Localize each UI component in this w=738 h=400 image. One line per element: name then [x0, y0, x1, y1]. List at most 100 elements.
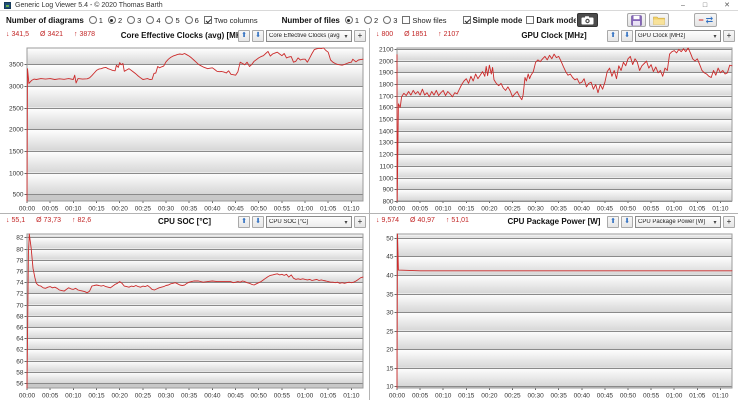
svg-text:00:10: 00:10	[435, 206, 452, 213]
signal-down-button[interactable]: ⬇	[252, 216, 264, 228]
max-arrow-icon: ↑	[438, 31, 442, 38]
svg-text:00:40: 00:40	[204, 206, 221, 213]
signal-select[interactable]: CPU SOC [°C] ▾	[266, 216, 352, 228]
svg-text:1000: 1000	[9, 171, 24, 178]
radio-selected-icon	[344, 16, 353, 24]
svg-text:01:10: 01:10	[343, 206, 360, 213]
svg-text:3000: 3000	[9, 84, 24, 91]
signal-down-button[interactable]: ⬇	[621, 30, 633, 42]
diagrams-radio-5[interactable]: 5	[165, 16, 180, 25]
radio-icon	[364, 16, 373, 24]
arrow-down-icon: ⬇	[624, 32, 630, 39]
svg-text:01:10: 01:10	[343, 393, 360, 400]
radio-icon	[383, 16, 392, 24]
folder-icon	[653, 16, 666, 25]
panel-header: ↓ 341,5 Ø 3421 ↑ 3878 Core Effective Clocks…	[0, 28, 369, 45]
svg-text:00:50: 00:50	[620, 206, 637, 213]
signal-up-button[interactable]: ⬆	[607, 216, 619, 228]
chart-plot-area[interactable]: 82 80 78 76 74 72 70 68 66 64 62 60 58 56 00:00 00:05 00…	[0, 231, 369, 400]
chart-plot-area[interactable]: 50 45 40 35 30 25 20 15 10 00:00 00:05 00:10 00:15 00…	[370, 231, 738, 400]
open-folder-button[interactable]	[649, 13, 670, 27]
caret-down-icon: ▾	[344, 219, 348, 226]
app-icon	[4, 1, 11, 9]
diagrams-radio-6[interactable]: 6	[184, 16, 199, 25]
radio-icon	[165, 16, 174, 24]
arrow-up-icon: ⬆	[241, 32, 247, 39]
svg-text:66: 66	[16, 325, 24, 332]
add-signal-button[interactable]: +	[723, 30, 735, 42]
svg-text:01:05: 01:05	[689, 393, 706, 400]
radio-icon	[127, 16, 136, 24]
svg-text:00:25: 00:25	[504, 206, 521, 213]
files-radio-3[interactable]: 3	[383, 16, 397, 25]
chart-panel-gpu-clock: ↓ 800 Ø 1851 ↑ 2107 GPU Clock [MHz] ⬆ ⬇ GPU…	[370, 28, 738, 213]
checkbox-checked-icon	[203, 16, 212, 24]
stat-max-value: 3878	[79, 31, 96, 38]
max-arrow-icon: ↑	[72, 217, 76, 224]
stat-min-value: 341,5	[11, 31, 30, 38]
save-button[interactable]	[627, 13, 647, 27]
svg-text:00:55: 00:55	[274, 393, 291, 400]
chart-stats: ↓ 800 Ø 1851 ↑ 2107	[376, 31, 468, 38]
diagrams-radio-4[interactable]: 4	[146, 16, 160, 25]
close-button[interactable]: ✕	[724, 1, 730, 9]
reset-zoom-button[interactable]: − ⇄	[694, 13, 718, 27]
svg-text:35: 35	[386, 292, 394, 299]
plus-icon: +	[357, 31, 363, 40]
stat-max-value: 82,6	[77, 217, 92, 224]
signal-up-button[interactable]: ⬆	[607, 30, 619, 42]
diagrams-radio-1[interactable]: 1	[88, 16, 103, 25]
signal-select[interactable]: CPU Package Power [W] ▾	[635, 216, 721, 228]
svg-text:78: 78	[16, 258, 24, 265]
dark-mode-checkbox[interactable]: Dark mode	[526, 16, 576, 25]
svg-text:1700: 1700	[379, 94, 394, 101]
signal-select[interactable]: GPU Clock [MHz] ▾	[635, 30, 721, 42]
show-files-checkbox[interactable]: Show files	[402, 16, 447, 25]
svg-text:1000: 1000	[379, 176, 394, 183]
plus-icon: +	[726, 217, 732, 226]
signal-select[interactable]: Core Effective Clocks (avg ▾	[266, 30, 352, 42]
svg-text:00:35: 00:35	[181, 393, 198, 400]
svg-text:00:55: 00:55	[274, 206, 291, 213]
diagrams-radio-2[interactable]: 2	[107, 16, 122, 25]
svg-text:82: 82	[16, 235, 24, 242]
red-minus-icon: −	[698, 15, 704, 25]
svg-text:1100: 1100	[380, 164, 394, 171]
svg-text:76: 76	[16, 269, 24, 276]
svg-text:60: 60	[16, 359, 24, 366]
svg-text:3500: 3500	[9, 62, 24, 69]
signal-down-button[interactable]: ⬇	[621, 216, 633, 228]
svg-text:00:50: 00:50	[251, 393, 268, 400]
number-of-diagrams-label: Number of diagrams	[6, 15, 84, 25]
svg-text:72: 72	[16, 291, 24, 298]
svg-text:58: 58	[16, 370, 24, 377]
signal-up-button[interactable]: ⬆	[238, 216, 250, 228]
chart-panel-core-clocks: ↓ 341,5 Ø 3421 ↑ 3878 Core Effective Clocks…	[0, 28, 369, 213]
files-radio-2[interactable]: 2	[364, 16, 378, 25]
minimize-button[interactable]: –	[681, 1, 685, 9]
add-signal-button[interactable]: +	[354, 216, 366, 228]
average-icon: Ø	[404, 31, 410, 38]
stat-avg-value: 3421	[47, 31, 64, 38]
arrow-down-icon: ⬇	[255, 218, 261, 225]
chart-plot-area[interactable]: 3500 3000 2500 2000 1500 1000 500 00:00 00:05 00:…	[0, 45, 369, 213]
two-columns-checkbox[interactable]: Two columns	[203, 16, 258, 25]
maximize-button[interactable]: □	[702, 1, 708, 9]
svg-text:70: 70	[16, 303, 24, 310]
svg-text:1400: 1400	[379, 129, 394, 136]
files-radio-1[interactable]: 1	[344, 16, 359, 25]
stat-min-value: 55,1	[11, 217, 26, 224]
screenshot-button[interactable]	[577, 13, 599, 27]
simple-mode-checkbox[interactable]: Simple mode	[462, 16, 522, 25]
svg-text:00:30: 00:30	[527, 206, 544, 213]
svg-text:00:25: 00:25	[504, 393, 521, 400]
add-signal-button[interactable]: +	[354, 30, 366, 42]
checkbox-icon	[402, 16, 411, 24]
chart-plot-area[interactable]: 2100 2000 1900 1800 1700 1600 1500 1400 1300 1200…	[370, 45, 738, 213]
add-signal-button[interactable]: +	[723, 216, 735, 228]
signal-up-button[interactable]: ⬆	[238, 30, 250, 42]
diagrams-radio-3[interactable]: 3	[127, 16, 141, 25]
chart-stats: ↓ 341,5 Ø 3421 ↑ 3878	[6, 31, 104, 38]
signal-down-button[interactable]: ⬇	[252, 30, 264, 42]
svg-text:01:05: 01:05	[320, 206, 337, 213]
